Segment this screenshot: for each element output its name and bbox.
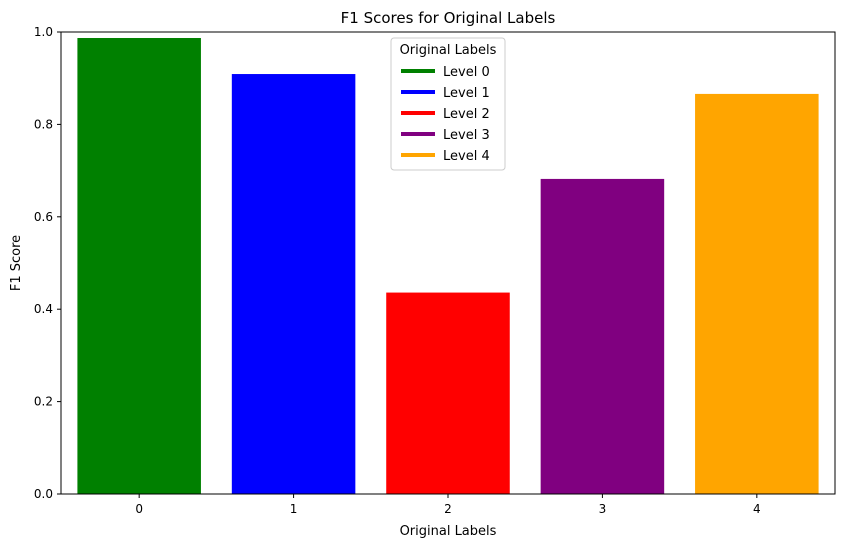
x-tick-label: 1 [290, 502, 298, 516]
y-tick-label: 1.0 [34, 25, 53, 39]
x-tick-label: 0 [135, 502, 143, 516]
legend-entry-label: Level 3 [443, 128, 490, 143]
y-axis-label: F1 Score [9, 235, 24, 291]
bar-1 [231, 74, 356, 494]
bars-layer [77, 38, 819, 495]
y-tick-label: 0.0 [34, 487, 53, 501]
bar-3 [540, 178, 665, 495]
chart-title: F1 Scores for Original Labels [341, 9, 556, 27]
x-axis-label: Original Labels [400, 524, 497, 539]
legend-title: Original Labels [400, 43, 497, 58]
bar-4 [695, 93, 819, 494]
legend-entry-label: Level 0 [443, 65, 490, 80]
y-tick-label: 0.4 [34, 302, 53, 316]
bar-2 [386, 292, 510, 494]
x-tick-label: 4 [753, 502, 761, 516]
legend-entry-label: Level 1 [443, 86, 490, 101]
y-tick-label: 0.2 [34, 395, 53, 409]
ticks-layer: 0.0 0.2 0.4 0.6 0.8 1.0 0 1 2 3 4 [34, 25, 761, 516]
legend-entries: Level 0 Level 1 Level 2 Level 3 Level 4 [401, 65, 490, 164]
legend-entry-label: Level 2 [443, 107, 490, 122]
x-tick-label: 3 [599, 502, 607, 516]
y-tick-label: 0.6 [34, 210, 53, 224]
y-tick-label: 0.8 [34, 117, 53, 131]
legend-entry-label: Level 4 [443, 149, 490, 164]
bar-0 [77, 38, 201, 494]
x-tick-label: 2 [444, 502, 452, 516]
